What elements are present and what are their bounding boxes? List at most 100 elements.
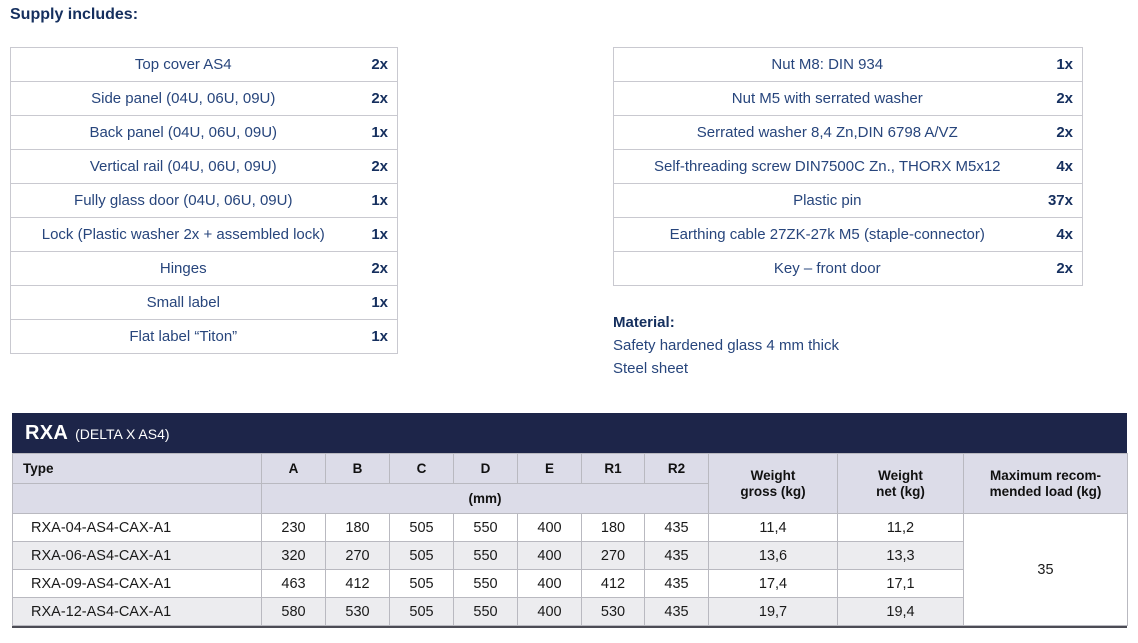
spec-data-row: RXA-09-AS4-CAX-A1 463 412 505 550 400 41… xyxy=(12,569,1128,598)
spec-type-cell: RXA-09-AS4-CAX-A1 xyxy=(12,569,262,598)
supply-item-label: Small label xyxy=(10,285,356,320)
supply-item-qty: 2x xyxy=(371,56,388,73)
spec-cell: 270 xyxy=(581,541,645,570)
spec-type-cell: RXA-04-AS4-CAX-A1 xyxy=(12,513,262,542)
spec-cell: 13,6 xyxy=(708,541,838,570)
material-section: Material: Safety hardened glass 4 mm thi… xyxy=(613,311,839,380)
spec-cell: 550 xyxy=(453,513,518,542)
col-header-r2: R2 xyxy=(644,453,709,484)
spec-cell: 13,3 xyxy=(837,541,964,570)
col-header-c: C xyxy=(389,453,454,484)
supply-item-label: Flat label “Titon” xyxy=(10,319,356,354)
supply-item-label: Nut M5 with serrated washer xyxy=(613,81,1041,116)
supply-item-qty: 1x xyxy=(355,183,398,218)
supply-item-qty: 37x xyxy=(1040,183,1083,218)
supply-item-qty: 1x xyxy=(355,217,398,252)
spec-cell: 180 xyxy=(325,513,390,542)
spec-cell: 435 xyxy=(644,541,709,570)
spec-title-bar: RXA (DELTA X AS4) xyxy=(12,413,1127,453)
supply-item-qty: 2x xyxy=(355,81,398,116)
supply-item-qty: 1x xyxy=(355,285,398,320)
supply-item-qty: 2x xyxy=(1040,251,1083,286)
supply-row: Plastic pin 37x xyxy=(613,183,1083,218)
supply-row: Nut M8: DIN 934 1x xyxy=(614,48,1083,82)
supply-item-qty: 4x xyxy=(1040,217,1083,252)
spec-cell: 463 xyxy=(261,569,326,598)
spec-cell: 505 xyxy=(389,513,454,542)
material-line: Steel sheet xyxy=(613,360,689,377)
supply-row: Top cover AS4 2x xyxy=(11,48,398,82)
spec-cell: 580 xyxy=(261,597,326,626)
unit-header: (mm) xyxy=(261,483,709,514)
supply-row: Earthing cable 27ZK-27k M5 (staple-conne… xyxy=(613,217,1083,252)
material-line: Safety hardened glass 4 mm thick xyxy=(613,337,839,354)
weight-net-line1: Weight xyxy=(878,467,923,483)
spec-table: Type A B C D E R1 R2 Weight gross (kg) W… xyxy=(12,453,1128,626)
spec-cell: 270 xyxy=(325,541,390,570)
supply-item-qty: 1x xyxy=(1056,56,1073,73)
supply-item-label: Self-threading screw DIN7500C Zn., THORX… xyxy=(613,149,1041,184)
supply-row: Lock (Plastic washer 2x + assembled lock… xyxy=(10,217,398,252)
supply-row: Nut M5 with serrated washer 2x xyxy=(613,81,1083,116)
spec-cell: 180 xyxy=(581,513,645,542)
spec-cell: 400 xyxy=(517,513,582,542)
spec-subtitle: (DELTA X AS4) xyxy=(75,426,170,442)
spec-cell: 412 xyxy=(581,569,645,598)
spec-cell: 505 xyxy=(389,597,454,626)
supply-item-qty: 2x xyxy=(1040,115,1083,150)
spec-cell: 17,1 xyxy=(837,569,964,598)
unit-empty-cell xyxy=(12,483,262,514)
spec-cell: 550 xyxy=(453,569,518,598)
spec-type-cell: RXA-12-AS4-CAX-A1 xyxy=(12,597,262,626)
supply-table-left: Top cover AS4 2x Side panel (04U, 06U, 09… xyxy=(10,47,398,354)
weight-gross-line2: gross (kg) xyxy=(740,483,806,499)
supply-row: Hinges 2x xyxy=(10,251,398,286)
spec-cell: 11,2 xyxy=(837,513,964,542)
supply-item-label: Plastic pin xyxy=(613,183,1041,218)
supply-item-label: Fully glass door (04U, 06U, 09U) xyxy=(10,183,356,218)
supply-item-qty: 2x xyxy=(355,251,398,286)
spec-cell: 435 xyxy=(644,569,709,598)
spec-cell: 11,4 xyxy=(708,513,838,542)
supply-item-label: Hinges xyxy=(10,251,356,286)
spec-title: RXA xyxy=(25,421,69,444)
supply-table-right: Nut M8: DIN 934 1x Nut M5 with serrated w… xyxy=(613,47,1083,286)
supply-row: Key – front door 2x xyxy=(613,251,1083,286)
supply-item-label: Earthing cable 27ZK-27k M5 (staple-conne… xyxy=(613,217,1041,252)
spec-cell: 530 xyxy=(581,597,645,626)
supply-row: Back panel (04U, 06U, 09U) 1x xyxy=(10,115,398,150)
supply-item-label: Lock (Plastic washer 2x + assembled lock… xyxy=(10,217,356,252)
supply-includes-heading: Supply includes: xyxy=(10,6,139,23)
supply-item-qty: 1x xyxy=(355,115,398,150)
max-load-line2: mended load (kg) xyxy=(989,483,1102,499)
spec-section: RXA (DELTA X AS4) Type A B C D E R1 R2 xyxy=(12,413,1128,628)
col-header-max-load: Maximum recom- mended load (kg) xyxy=(963,453,1128,514)
supply-item-label: Vertical rail (04U, 06U, 09U) xyxy=(10,149,356,184)
supply-item-qty: 4x xyxy=(1040,149,1083,184)
weight-gross-line1: Weight xyxy=(750,467,796,483)
supply-item-label: Top cover AS4 xyxy=(134,56,232,73)
supply-row: Serrated washer 8,4 Zn,DIN 6798 A/VZ 2x xyxy=(613,115,1083,150)
spec-data-row: RXA-06-AS4-CAX-A1 320 270 505 550 400 27… xyxy=(12,541,1128,570)
supply-row: Side panel (04U, 06U, 09U) 2x xyxy=(10,81,398,116)
spec-cell: 435 xyxy=(644,597,709,626)
col-header-d: D xyxy=(453,453,518,484)
spec-cell: 19,4 xyxy=(837,597,964,626)
supply-row: Self-threading screw DIN7500C Zn., THORX… xyxy=(613,149,1083,184)
col-header-a: A xyxy=(261,453,326,484)
weight-net-line2: net (kg) xyxy=(876,483,925,499)
spec-cell: 435 xyxy=(644,513,709,542)
col-header-r1: R1 xyxy=(581,453,645,484)
spec-data-row: RXA-12-AS4-CAX-A1 580 530 505 550 400 53… xyxy=(12,597,1128,626)
spec-cell: 320 xyxy=(261,541,326,570)
supply-item-qty: 2x xyxy=(355,149,398,184)
spec-cell: 400 xyxy=(517,541,582,570)
spec-cell: 550 xyxy=(453,541,518,570)
col-header-type: Type xyxy=(12,453,262,484)
supply-item-label: Nut M8: DIN 934 xyxy=(771,56,884,73)
supply-item-label: Key – front door xyxy=(613,251,1041,286)
spec-cell: 505 xyxy=(389,569,454,598)
material-heading: Material: xyxy=(613,314,675,331)
supply-row: Fully glass door (04U, 06U, 09U) 1x xyxy=(10,183,398,218)
max-load-value: 35 xyxy=(963,513,1128,626)
